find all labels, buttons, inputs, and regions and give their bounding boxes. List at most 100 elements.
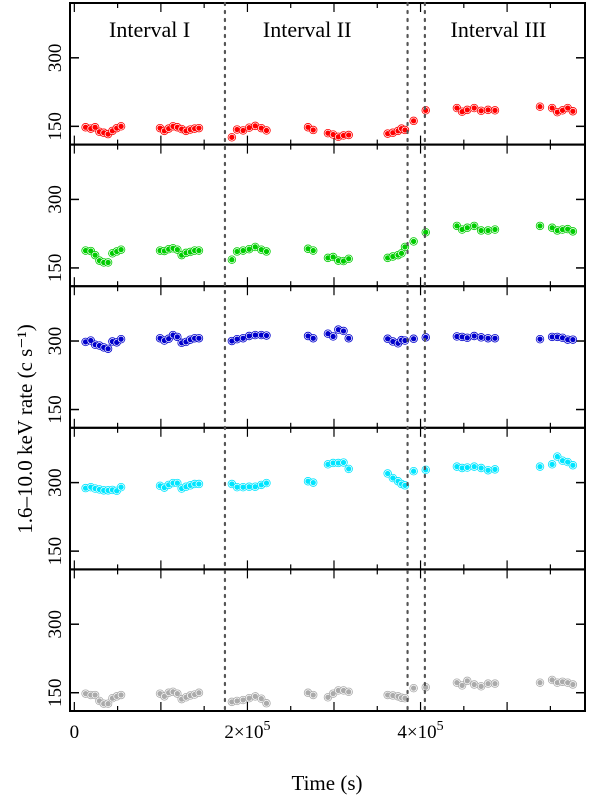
data-point [195, 480, 203, 488]
data-point-ring [470, 221, 479, 231]
data-point-ring [344, 464, 353, 474]
data-point-ring [262, 247, 271, 256]
data-point [309, 247, 317, 255]
data-point [397, 249, 406, 257]
data-point [470, 463, 478, 471]
data-point [309, 479, 317, 487]
y-tick-label: 300 [45, 468, 66, 497]
data-point-ring [553, 452, 562, 461]
data-point-ring [262, 331, 271, 340]
data-point [339, 458, 348, 467]
data-point [309, 126, 317, 134]
x-axis-title: Time (s) [292, 771, 363, 795]
data-point [345, 688, 353, 696]
data-point-ring [400, 336, 410, 345]
data-point-ring [568, 107, 578, 116]
data-point-ring [409, 334, 418, 343]
data-point [262, 247, 271, 256]
data-point [536, 463, 544, 471]
data-point [470, 332, 478, 340]
data-point [195, 247, 203, 255]
data-point [345, 255, 353, 263]
data-point-ring [568, 461, 578, 470]
data-point [262, 126, 271, 134]
data-point [117, 122, 125, 130]
data-point-ring [568, 227, 578, 236]
data-point-ring [400, 125, 410, 135]
data-point [453, 104, 461, 112]
interval-labels: Interval I Interval II Interval III [109, 17, 546, 42]
panel-frame [69, 568, 586, 713]
data-point [195, 689, 203, 697]
data-point-ring [457, 681, 467, 690]
data-point [491, 465, 499, 473]
data-point [257, 695, 265, 703]
data-point [536, 103, 544, 111]
data-point-ring [400, 694, 410, 703]
data-point [117, 335, 125, 343]
panel-frame [69, 426, 586, 571]
data-point [569, 680, 577, 689]
data-point-ring [262, 699, 271, 708]
data-point [262, 331, 271, 340]
data-point-ring [116, 690, 126, 700]
y-tick-label: 300 [45, 185, 66, 214]
data-point [463, 224, 471, 232]
data-point [173, 479, 181, 487]
data-point [410, 237, 418, 245]
data-point-ring [409, 237, 418, 246]
data-point [569, 227, 577, 235]
data-point [262, 479, 271, 487]
data-point [91, 691, 99, 699]
data-point [117, 483, 125, 491]
y-tick-label: 300 [45, 44, 66, 73]
interval-label: Interval II [263, 17, 352, 42]
y-axis-title: 1.6–10.0 keV rate (c s⁻¹) [13, 324, 37, 533]
interval-label: Interval III [451, 17, 547, 42]
interval-boundaries [223, 1, 426, 713]
y-tick-label: 150 [45, 395, 66, 424]
data-point [324, 693, 332, 701]
panel-3: 150 300 [45, 285, 586, 429]
data-point [410, 684, 418, 692]
data-point [401, 243, 409, 251]
y-tick-label: 300 [45, 327, 66, 356]
data-point [484, 680, 492, 688]
data-point-ring [194, 123, 204, 133]
data-point-ring [309, 478, 318, 487]
data-point-ring [173, 478, 182, 488]
data-point-ring [547, 103, 557, 113]
data-point [173, 690, 181, 698]
data-point [173, 333, 181, 341]
data-point-ring [490, 225, 500, 234]
data-point-ring [103, 699, 113, 708]
data-point-ring [90, 123, 100, 132]
data-point [117, 691, 125, 699]
panel-2: 150 300 [45, 143, 586, 288]
data-point [339, 327, 348, 335]
data-point [569, 336, 577, 344]
panel-frame [69, 143, 586, 288]
data-point-ring [194, 334, 204, 343]
data-point [553, 453, 561, 461]
data-point [104, 258, 112, 266]
data-point [477, 464, 485, 472]
data-point-ring [251, 242, 260, 252]
data-point [470, 680, 478, 689]
data-point-ring [103, 258, 113, 267]
data-point-ring [173, 689, 182, 698]
data-point [484, 226, 492, 235]
data-point-ring [409, 116, 418, 126]
data-point-ring [400, 481, 410, 490]
data-point [91, 251, 99, 259]
data-point-ring [339, 326, 348, 336]
data-point [548, 104, 556, 112]
data-point-ring [568, 335, 578, 344]
data-point [329, 332, 337, 340]
data-point-ring [116, 334, 126, 344]
data-point [410, 467, 418, 475]
data-point-ring [309, 690, 318, 700]
data-point [309, 334, 317, 342]
data-point-ring [90, 690, 100, 700]
